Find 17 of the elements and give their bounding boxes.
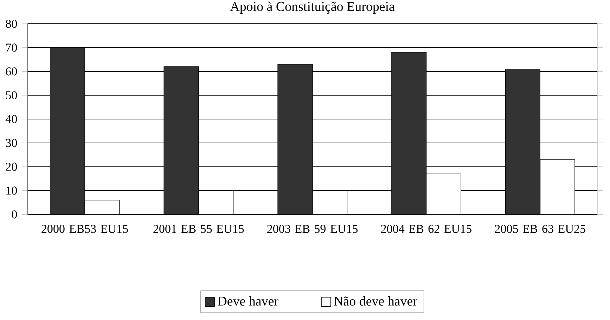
legend-label: Não deve haver xyxy=(334,296,418,306)
y-tick-label: 20 xyxy=(6,162,18,172)
chart-title: Apoio à Constituição Europeia xyxy=(230,2,395,14)
x-tick-label: 2000 EB53 EU15 xyxy=(42,225,128,234)
x-tick-label: 2001 EB 55 EU15 xyxy=(154,225,244,234)
y-tick-label: 0 xyxy=(12,210,18,219)
y-tick-label: 10 xyxy=(6,186,18,195)
y-tick-label: 60 xyxy=(6,68,18,76)
x-tick-label: 2004 EB 62 EU15 xyxy=(381,225,472,234)
y-tick-label: 40 xyxy=(6,115,18,124)
y-tick-label: 70 xyxy=(6,44,18,52)
y-tick-label: 50 xyxy=(6,91,18,100)
y-tick-label: 30 xyxy=(6,139,18,148)
x-tick-label: 2005 EB 63 EU25 xyxy=(495,225,586,234)
legend-label: Deve haver xyxy=(218,296,279,306)
x-tick-label: 2003 EB 59 EU15 xyxy=(268,225,358,234)
y-tick-label: 80 xyxy=(6,20,18,28)
